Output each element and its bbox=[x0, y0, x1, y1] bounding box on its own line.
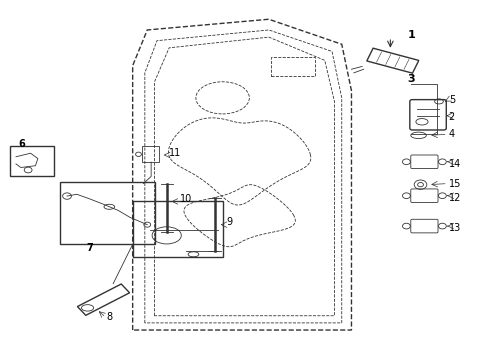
Text: 3: 3 bbox=[407, 74, 414, 84]
Text: 14: 14 bbox=[448, 159, 460, 169]
Text: 11: 11 bbox=[169, 148, 181, 158]
Text: 6: 6 bbox=[18, 139, 24, 149]
Text: 4: 4 bbox=[448, 129, 454, 139]
Text: 8: 8 bbox=[106, 312, 112, 322]
Bar bbox=[142, 146, 159, 162]
Text: 9: 9 bbox=[225, 217, 232, 227]
Bar bbox=[10, 146, 54, 176]
Text: 12: 12 bbox=[448, 193, 460, 203]
Text: 10: 10 bbox=[180, 194, 192, 204]
Text: 15: 15 bbox=[448, 179, 460, 189]
Text: 7: 7 bbox=[86, 243, 93, 253]
Bar bbox=[132, 202, 222, 257]
Text: 5: 5 bbox=[448, 95, 454, 105]
Bar bbox=[271, 57, 314, 76]
Text: 13: 13 bbox=[448, 223, 460, 233]
Text: 1: 1 bbox=[407, 30, 414, 40]
Bar bbox=[60, 182, 154, 244]
Text: 2: 2 bbox=[448, 112, 454, 122]
